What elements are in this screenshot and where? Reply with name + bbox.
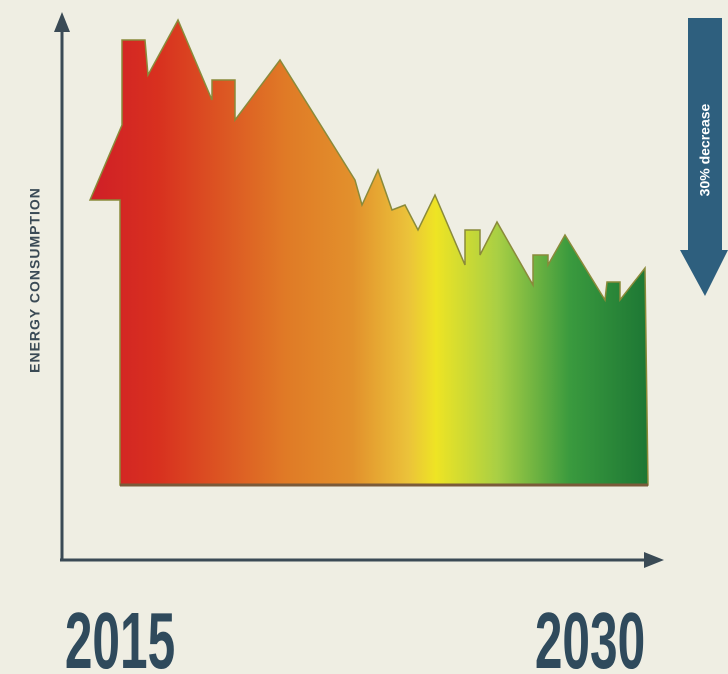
x-end-label: 2030 <box>535 597 645 674</box>
callout-text: 30% decrease <box>697 103 713 196</box>
y-axis-label: ENERGY CONSUMPTION <box>27 187 43 373</box>
x-start-label: 2015 <box>65 597 175 674</box>
y-axis-arrow <box>54 12 70 32</box>
decrease-arrow <box>680 18 728 296</box>
x-axis-arrow <box>644 552 664 568</box>
house-silhouette <box>88 18 649 486</box>
